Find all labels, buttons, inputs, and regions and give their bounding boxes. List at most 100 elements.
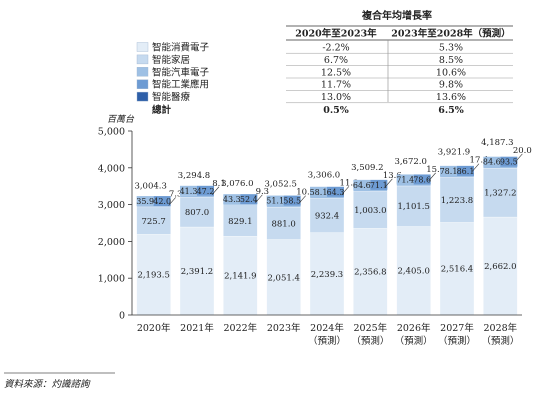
legend-label: 智能汽車電子 — [152, 66, 210, 78]
cagr-total-c1: 0.5% — [323, 105, 349, 116]
data-label: 58.5 — [283, 197, 301, 206]
x-tick-sublabel: （預測） — [438, 335, 476, 347]
y-tick-label: 0 — [119, 311, 125, 322]
data-label: 10.6 — [296, 188, 315, 198]
leader-line — [428, 172, 436, 182]
bar-segment-chip — [266, 195, 284, 206]
cagr-table-title: 複合年均增長率 — [361, 9, 432, 22]
data-label: 2,356.8 — [354, 268, 386, 278]
cagr-value-2020-2023: 6.7% — [324, 55, 348, 66]
data-label: 47.2 — [197, 187, 215, 196]
data-label: 52.4 — [240, 195, 258, 204]
bar-segment-chip — [396, 174, 414, 185]
data-label: 932.4 — [315, 211, 339, 221]
data-label: 43.3 — [223, 195, 241, 204]
bars: 2,193.5 725.7 35.9 42.07.33,004.3 2,391.2 807… — [134, 138, 532, 316]
total-label: 3,509.2 — [351, 163, 383, 173]
total-label: 3,076.0 — [221, 179, 253, 189]
cagr-value-2023-2028: 10.6% — [436, 67, 466, 78]
data-label: 8.1 — [212, 179, 226, 189]
legend-label: 智能醫療 — [152, 91, 191, 103]
y-tick-label: 5,000 — [98, 127, 125, 138]
cagr-value-2020-2023: 13.0% — [321, 92, 351, 103]
data-label: 1,003.0 — [354, 206, 386, 216]
legend-label: 智能工業應用 — [152, 79, 209, 91]
legend-swatch — [136, 54, 149, 65]
bar-segment-chip — [500, 156, 518, 167]
data-label: 17.4 — [470, 156, 489, 166]
x-tick-sublabel: （預測） — [308, 335, 346, 347]
x-tick-sublabel: （預測） — [351, 335, 389, 347]
data-label: 42.0 — [153, 197, 171, 206]
y-axis: 百萬台 0 1,000 2,000 3,000 4,000 5,000 — [98, 114, 135, 322]
cagr-value-2023-2028: 13.6% — [436, 92, 466, 103]
x-tick-label: 2021年 — [180, 322, 214, 334]
bar-segment — [396, 185, 431, 227]
bar-segment — [223, 236, 258, 316]
cagr-header-2: 2023年至2028年（預測） — [391, 28, 510, 40]
legend-swatch — [136, 91, 149, 102]
data-label: 2,391.2 — [181, 267, 213, 277]
bar-segment — [483, 216, 518, 316]
x-tick-sublabel: （預測） — [395, 335, 433, 347]
total-label: 4,187.3 — [481, 138, 513, 148]
legend-swatch — [136, 79, 149, 89]
cagr-value-2023-2028: 8.5% — [439, 55, 463, 66]
bar-segment — [223, 203, 258, 206]
bar-segment — [353, 228, 388, 316]
total-label: 3,921.9 — [438, 148, 470, 158]
cagr-value-2020-2023: 12.5% — [321, 67, 351, 78]
legend-swatch — [136, 42, 149, 52]
bar-segment — [483, 168, 518, 218]
data-label: 71.4 — [396, 175, 414, 184]
x-tick-label: 2025年 — [353, 322, 387, 334]
bar-segment-chip — [370, 179, 388, 190]
data-label: 64.3 — [327, 188, 345, 197]
bar-segment — [136, 206, 171, 208]
y-tick-label: 3,000 — [98, 200, 125, 211]
data-label: 881.0 — [271, 219, 295, 229]
bar-segment — [439, 222, 475, 316]
bar-segment — [266, 239, 301, 316]
data-label: 51.1 — [266, 197, 284, 206]
cagr-value-2023-2028: 9.8% — [439, 80, 463, 91]
data-label: 93.5 — [500, 158, 518, 167]
leader-line — [341, 186, 350, 195]
leader-line — [515, 153, 523, 163]
data-label: 725.7 — [141, 217, 165, 227]
bar-segment-chip — [310, 186, 327, 197]
data-label: 9.3 — [256, 187, 270, 197]
data-label: 1,327.2 — [484, 189, 516, 199]
leader-line — [255, 194, 263, 204]
leader-line — [471, 163, 480, 172]
total-label: 3,306.0 — [308, 170, 340, 180]
y-tick-label: 4,000 — [98, 163, 125, 174]
bar-segment-chip — [153, 196, 171, 207]
leader-line — [298, 195, 306, 204]
bar-segment-chip — [240, 194, 258, 205]
data-label: 64.6 — [353, 181, 371, 190]
bar-segment — [136, 207, 171, 235]
data-label: 15.5 — [426, 165, 445, 175]
total-label: 3,004.3 — [134, 181, 166, 191]
x-axis: 2020年 2021年 2022年 2023年 2024年（預測）2025年（預測）20… — [132, 314, 522, 347]
total-label: 3,294.8 — [178, 171, 210, 181]
cagr-value-2020-2023: -2.2% — [322, 43, 349, 54]
bar-segment-chip — [283, 195, 301, 206]
data-label: 13.6 — [383, 171, 402, 181]
cagr-table: 複合年均增長率 2020年至2023年 2023年至2028年（預測） 智能消費… — [136, 9, 513, 116]
bar-segment — [223, 205, 258, 237]
bar-segment-chip — [413, 174, 431, 185]
bar-segment — [396, 226, 431, 316]
x-tick-label: 2023年 — [267, 322, 301, 334]
data-label: 2,141.9 — [224, 272, 256, 282]
leader-line — [385, 178, 393, 188]
bar-segment-chip — [440, 165, 457, 176]
cagr-rows: 智能消費電子 -2.2% 5.3% 智能家居 6.7% 8.5% 智能汽車電子 12.5% 10… — [136, 42, 513, 103]
data-label: 2,051.4 — [267, 273, 299, 283]
data-label: 35.9 — [136, 197, 154, 206]
x-tick-label: 2024年 — [310, 322, 344, 334]
source-note: 資料來源：灼識諮詢 — [4, 378, 91, 390]
data-label: 2,662.0 — [484, 262, 516, 272]
data-label: 1,223.8 — [441, 196, 473, 206]
